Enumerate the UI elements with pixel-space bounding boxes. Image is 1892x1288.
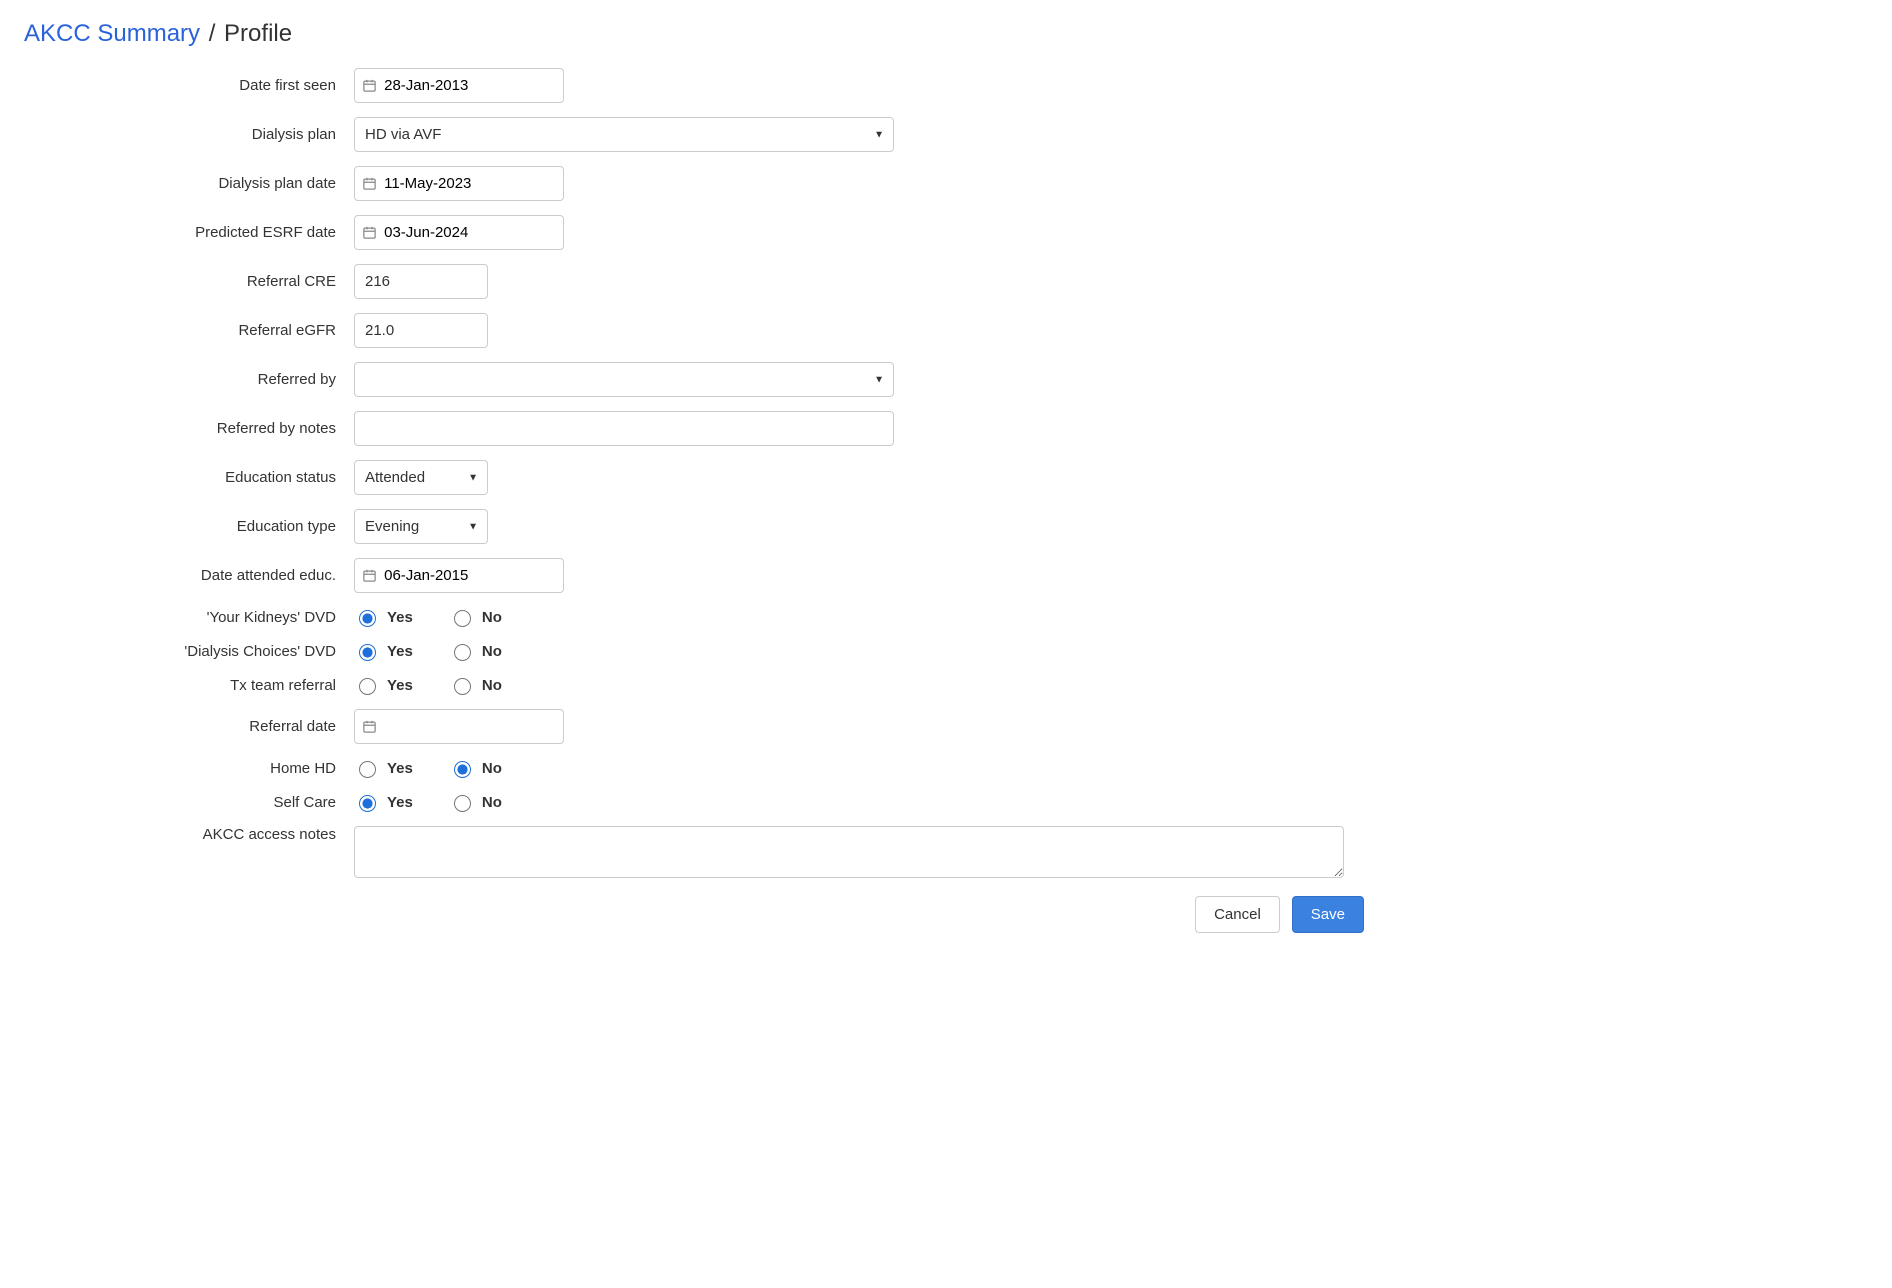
- calendar-icon: [355, 176, 384, 191]
- label-dialysis-plan-date: Dialysis plan date: [24, 175, 354, 192]
- label-referred-by-notes: Referred by notes: [24, 420, 354, 437]
- your-kidneys-dvd-no[interactable]: No: [449, 607, 502, 627]
- dialysis-plan-date-input-wrap[interactable]: [354, 166, 564, 201]
- calendar-icon: [355, 225, 384, 240]
- label-your-kidneys-dvd: 'Your Kidneys' DVD: [24, 609, 354, 626]
- breadcrumb-separator: /: [209, 20, 216, 47]
- breadcrumb: AKCC Summary / Profile: [24, 20, 1868, 48]
- calendar-icon: [355, 719, 384, 734]
- calendar-icon: [355, 78, 384, 93]
- tx-team-referral-no[interactable]: No: [449, 675, 502, 695]
- save-button[interactable]: Save: [1292, 896, 1364, 933]
- label-date-attended-educ: Date attended educ.: [24, 567, 354, 584]
- label-referred-by: Referred by: [24, 371, 354, 388]
- calendar-icon: [355, 568, 384, 583]
- label-education-type: Education type: [24, 518, 354, 535]
- home-hd-no[interactable]: No: [449, 758, 502, 778]
- dialysis-plan-select[interactable]: HD via AVF: [354, 117, 894, 152]
- your-kidneys-dvd-yes[interactable]: Yes: [354, 607, 413, 627]
- dialysis-choices-dvd-yes[interactable]: Yes: [354, 641, 413, 661]
- self-care-yes[interactable]: Yes: [354, 792, 413, 812]
- breadcrumb-current: Profile: [224, 20, 292, 47]
- home-hd-radio-group: Yes No: [354, 758, 502, 778]
- form-actions: Cancel Save: [24, 896, 1364, 933]
- date-first-seen-input-wrap[interactable]: [354, 68, 564, 103]
- label-predicted-esrf-date: Predicted ESRF date: [24, 224, 354, 241]
- self-care-radio-group: Yes No: [354, 792, 502, 812]
- label-self-care: Self Care: [24, 794, 354, 811]
- profile-form: Date first seen Dialysis plan HD via AVF…: [24, 68, 1364, 933]
- cancel-button[interactable]: Cancel: [1195, 896, 1280, 933]
- education-type-select[interactable]: Evening: [354, 509, 488, 544]
- dialysis-plan-date-input[interactable]: [384, 167, 563, 200]
- label-tx-team-referral: Tx team referral: [24, 677, 354, 694]
- label-home-hd: Home HD: [24, 760, 354, 777]
- home-hd-yes[interactable]: Yes: [354, 758, 413, 778]
- predicted-esrf-date-input[interactable]: [384, 216, 563, 249]
- dialysis-choices-dvd-no[interactable]: No: [449, 641, 502, 661]
- education-status-select[interactable]: Attended: [354, 460, 488, 495]
- referred-by-notes-input[interactable]: [354, 411, 894, 446]
- tx-team-referral-radio-group: Yes No: [354, 675, 502, 695]
- label-referral-cre: Referral CRE: [24, 273, 354, 290]
- your-kidneys-dvd-radio-group: Yes No: [354, 607, 502, 627]
- akcc-access-notes-textarea[interactable]: [354, 826, 1344, 878]
- referred-by-select[interactable]: [354, 362, 894, 397]
- date-first-seen-input[interactable]: [384, 69, 563, 102]
- date-attended-educ-input-wrap[interactable]: [354, 558, 564, 593]
- label-dialysis-choices-dvd: 'Dialysis Choices' DVD: [24, 643, 354, 660]
- referral-date-input[interactable]: [384, 710, 563, 743]
- dialysis-choices-dvd-radio-group: Yes No: [354, 641, 502, 661]
- label-education-status: Education status: [24, 469, 354, 486]
- referral-egfr-input[interactable]: [354, 313, 488, 348]
- label-referral-egfr: Referral eGFR: [24, 322, 354, 339]
- self-care-no[interactable]: No: [449, 792, 502, 812]
- label-referral-date: Referral date: [24, 718, 354, 735]
- tx-team-referral-yes[interactable]: Yes: [354, 675, 413, 695]
- predicted-esrf-date-input-wrap[interactable]: [354, 215, 564, 250]
- referral-date-input-wrap[interactable]: [354, 709, 564, 744]
- breadcrumb-parent-link[interactable]: AKCC Summary: [24, 20, 200, 47]
- date-attended-educ-input[interactable]: [384, 559, 563, 592]
- referral-cre-input[interactable]: [354, 264, 488, 299]
- label-akcc-access-notes: AKCC access notes: [24, 826, 354, 843]
- label-date-first-seen: Date first seen: [24, 77, 354, 94]
- label-dialysis-plan: Dialysis plan: [24, 126, 354, 143]
